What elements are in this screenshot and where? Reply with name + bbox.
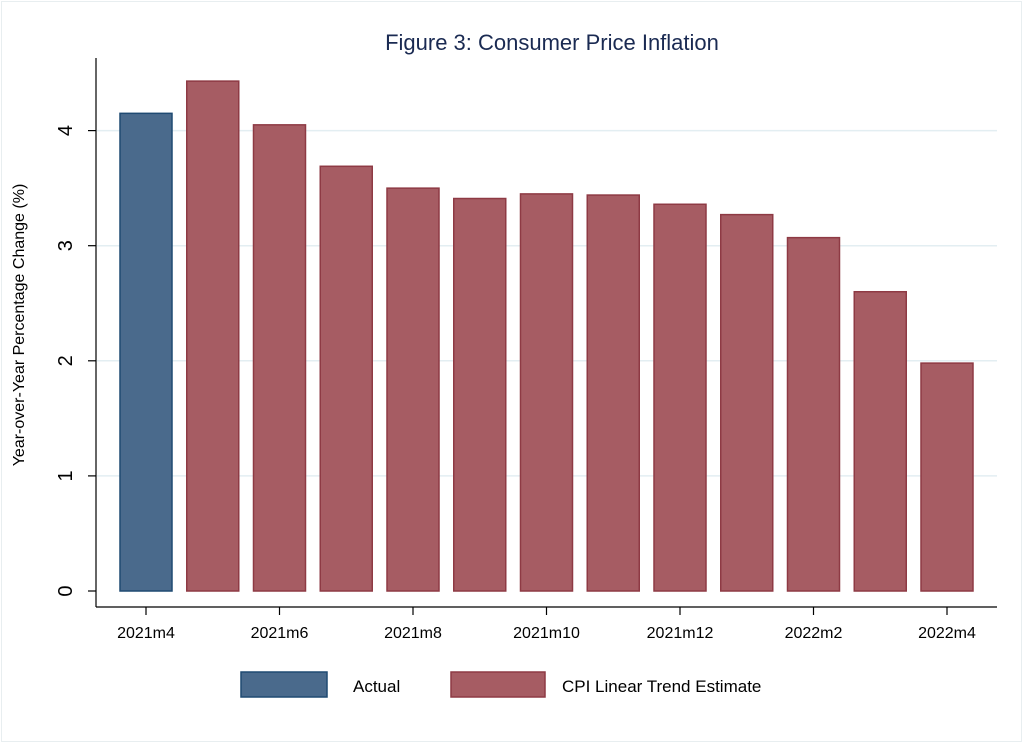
bar-2021m11 xyxy=(586,194,640,592)
legend: Actual CPI Linear Trend Estimate xyxy=(240,671,761,698)
x-tick-label: 2021m8 xyxy=(384,625,442,642)
legend-swatch-actual xyxy=(240,671,328,698)
y-tick-label: 2 xyxy=(55,355,77,366)
bar-2021m5 xyxy=(186,80,240,592)
y-tick-label: 3 xyxy=(55,240,77,251)
y-tick-label: 4 xyxy=(55,125,77,136)
bar-2022m3 xyxy=(853,290,907,592)
x-tick-label: 2022m4 xyxy=(918,625,976,642)
chart-title: Figure 3: Consumer Price Inflation xyxy=(385,30,719,55)
bar-2021m12 xyxy=(653,203,707,592)
bar-2022m1 xyxy=(720,213,774,592)
bar-2021m6 xyxy=(252,124,307,592)
x-tick-label: 2021m10 xyxy=(513,625,580,642)
x-tick-label: 2021m6 xyxy=(251,625,309,642)
x-tick-label: 2021m4 xyxy=(117,625,175,642)
bar-2022m4 xyxy=(920,362,974,592)
bar-2021m9 xyxy=(453,197,507,592)
x-axis: 2021m4 2021m6 2021m8 2021m10 2021m12 2022m2 20… xyxy=(96,606,997,642)
bar-2021m7 xyxy=(319,165,373,592)
y-axis: 0 1 2 3 4 xyxy=(55,58,97,607)
y-axis-title: Year-over-Year Percentage Change (%) xyxy=(11,184,28,467)
x-tick-label: 2022m2 xyxy=(785,625,843,642)
bar-2021m10 xyxy=(519,193,574,592)
x-tick-label: 2021m12 xyxy=(647,625,714,642)
legend-label-actual: Actual xyxy=(353,677,400,696)
bars xyxy=(119,80,974,592)
legend-label-trend: CPI Linear Trend Estimate xyxy=(562,677,761,696)
bar-2022m2 xyxy=(786,236,841,592)
bar-2021m4 xyxy=(119,112,173,592)
y-tick-label: 1 xyxy=(55,470,77,481)
legend-swatch-trend xyxy=(450,671,546,698)
bar-2021m8 xyxy=(386,187,440,592)
y-tick-label: 0 xyxy=(55,585,77,596)
